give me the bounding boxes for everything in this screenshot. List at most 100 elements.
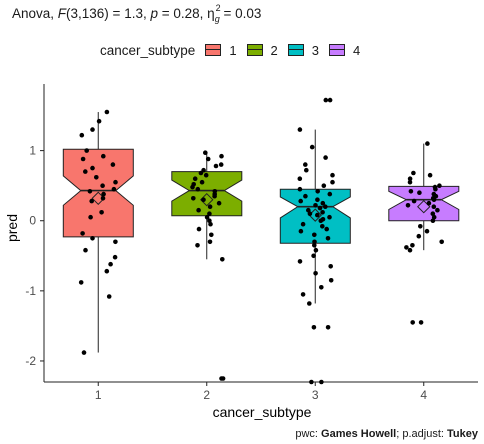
data-point — [307, 211, 313, 216]
data-point — [207, 211, 212, 216]
data-point — [311, 253, 316, 259]
data-point — [323, 155, 328, 160]
padjust-label: ; p.adjust: — [396, 428, 448, 440]
data-point — [113, 239, 118, 245]
data-point — [309, 379, 314, 385]
data-point — [317, 205, 323, 211]
data-point — [99, 210, 104, 215]
data-point — [108, 261, 113, 267]
legend-key-3 — [287, 44, 304, 56]
data-point — [199, 179, 205, 185]
data-point — [100, 183, 105, 188]
data-point — [79, 132, 85, 138]
data-point — [303, 193, 308, 199]
data-point — [313, 247, 319, 253]
data-point — [112, 254, 118, 260]
data-point — [330, 172, 335, 178]
data-point — [320, 200, 326, 206]
data-point — [411, 170, 416, 176]
x-tick-label: 1 — [95, 388, 102, 402]
data-point — [298, 198, 304, 204]
data-point — [408, 189, 414, 194]
data-point — [315, 189, 321, 194]
legend-item-2: 2 — [246, 42, 278, 58]
title-eta-subscript: g — [214, 14, 220, 24]
title-p-value: = 0.28, — [157, 6, 208, 21]
data-point — [309, 144, 315, 150]
data-point — [325, 325, 331, 330]
data-point — [198, 170, 204, 176]
data-point — [207, 239, 213, 245]
data-point — [425, 141, 430, 146]
data-point — [315, 197, 320, 202]
plot-marks: -2 -1 0 1 1 2 3 4 — [25, 84, 478, 402]
data-point — [81, 350, 87, 355]
data-point — [83, 169, 88, 174]
data-point — [96, 118, 102, 124]
data-point — [405, 203, 411, 208]
data-point — [196, 226, 202, 232]
data-point — [318, 218, 324, 223]
legend-label-1: 1 — [229, 42, 237, 58]
data-point — [307, 301, 312, 306]
data-point — [101, 191, 106, 197]
legend-item-1: 1 — [205, 42, 237, 58]
data-point — [111, 186, 117, 192]
y-tick-label: -2 — [25, 354, 36, 368]
data-point — [320, 224, 325, 229]
data-point — [411, 198, 417, 204]
data-point — [437, 183, 442, 188]
title-eta-superscript: 2 — [215, 3, 221, 13]
y-tick-label: 1 — [29, 144, 36, 158]
data-point — [312, 239, 317, 245]
data-point — [201, 197, 206, 202]
data-point — [330, 179, 335, 185]
data-point — [89, 198, 94, 204]
data-point — [303, 162, 308, 167]
data-point — [426, 200, 432, 206]
y-axis-label: pred — [4, 214, 20, 242]
legend-key-1 — [205, 44, 222, 56]
data-point — [313, 203, 318, 208]
data-point — [427, 172, 433, 178]
box-1 — [62, 148, 134, 238]
data-point — [101, 153, 106, 159]
data-point — [431, 197, 437, 202]
title-p-symbol: p — [150, 6, 158, 21]
data-point — [104, 109, 110, 115]
legend-label-3: 3 — [311, 42, 320, 58]
data-point — [327, 191, 333, 197]
data-point — [407, 247, 413, 253]
data-point — [439, 239, 445, 245]
data-point — [327, 97, 333, 103]
data-point — [90, 165, 95, 171]
title-f-args: (3,136) = 1.3, — [66, 6, 151, 21]
legend-label-4: 4 — [353, 42, 361, 58]
data-point — [207, 204, 213, 209]
data-point — [312, 232, 317, 238]
data-point — [320, 210, 325, 215]
data-point — [207, 218, 212, 223]
data-point — [205, 156, 211, 162]
data-point — [191, 196, 196, 201]
data-point — [300, 221, 306, 227]
data-point — [315, 212, 320, 218]
data-point — [297, 186, 303, 192]
title-eta-symbol: η — [207, 6, 215, 21]
data-point — [216, 200, 222, 206]
data-point — [319, 379, 324, 385]
data-point — [328, 278, 334, 283]
data-point — [203, 150, 208, 155]
data-point — [410, 243, 415, 248]
data-point — [407, 176, 413, 181]
data-point — [106, 294, 112, 299]
title-f-symbol: F — [57, 6, 67, 21]
legend-key-4 — [329, 44, 346, 56]
data-point — [90, 236, 95, 241]
data-point — [212, 193, 217, 199]
data-point — [83, 247, 88, 253]
x-axis-label: cancer_subtype — [213, 404, 312, 420]
data-point — [110, 162, 116, 167]
legend-label-2: 2 — [270, 42, 278, 58]
